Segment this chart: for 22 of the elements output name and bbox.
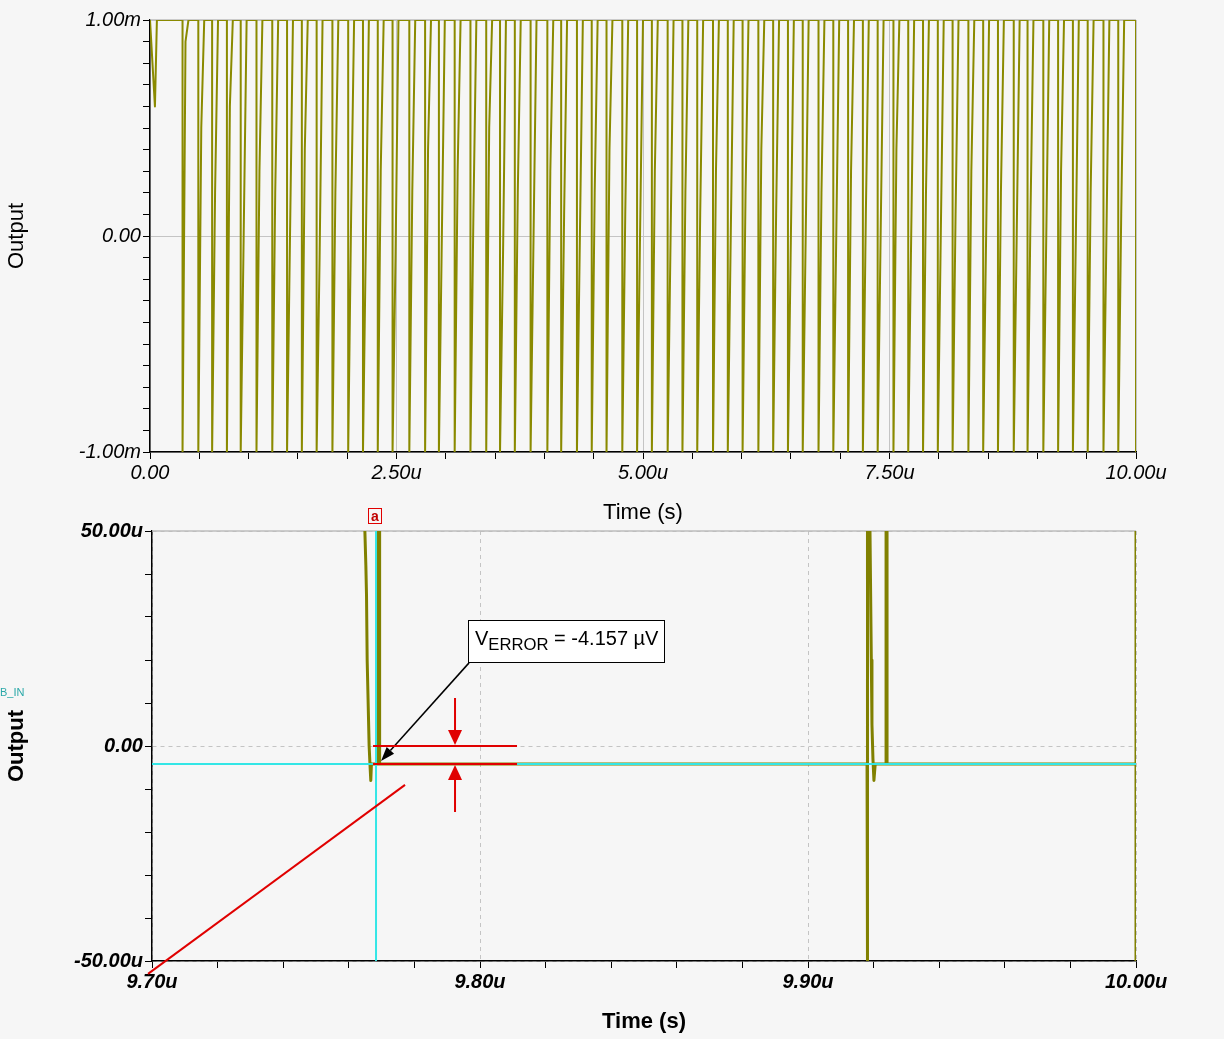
x-tick-label: 7.50u [864,460,915,483]
x-tick-label: 9.70u [126,969,178,992]
y-tick-label: 1.00m [85,7,141,30]
y-axis-title: Output [3,202,29,270]
x-tick-label: 5.00u [617,460,669,483]
x-tick-label: 0.00 [130,460,170,483]
annotation: V$_{ERROR}$ = -4.157 µV [468,619,666,663]
annotation: a [368,508,382,524]
y-tick-label: 50.00u [80,518,143,541]
x-axis-title: Time (s) [603,498,683,524]
x-axis-title: Time (s) [602,1007,686,1033]
y-tick-label: 0.00 [102,223,141,246]
y-tick-label: -1.00m [78,439,141,462]
text: B_IN [0,685,25,698]
y-tick-label: -50.00u [74,948,143,971]
x-tick-label: 2.50u [370,460,422,483]
x-tick-label: 9.90u [782,969,834,992]
x-tick-label: 9.80u [454,969,506,992]
y-tick-label: 0.00 [104,733,143,756]
x-tick-label: 10.00u [1104,969,1168,992]
x-tick-label: 10.00u [1105,460,1167,483]
y-axis-title: Output [3,709,29,783]
